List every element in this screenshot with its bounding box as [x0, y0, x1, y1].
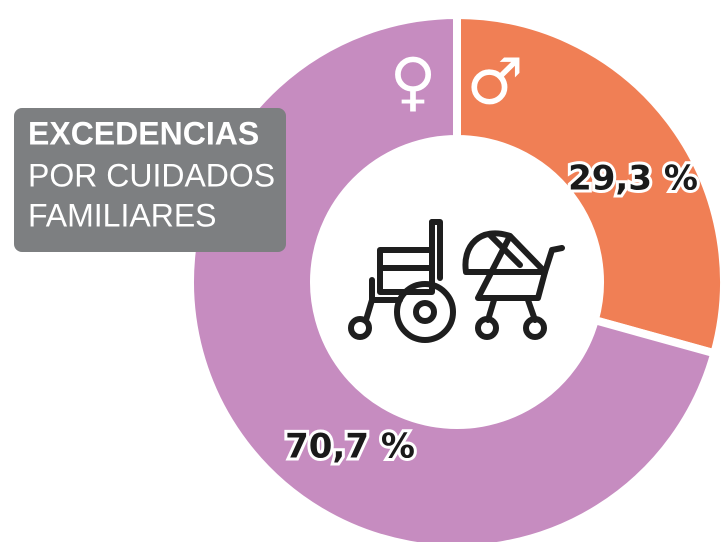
wheelchair-icon [348, 219, 456, 343]
gender-symbol: ♀ [390, 46, 437, 120]
donut-segment [453, 10, 722, 359]
subtitle-line: POR CUIDADOS [28, 157, 275, 193]
donut-segment [186, 10, 720, 542]
stroller-icon [462, 230, 565, 340]
subtitle-line: FAMILIARES [28, 197, 217, 233]
gender-symbol: ♂ [466, 46, 523, 120]
value-label: 29,3 % [568, 159, 698, 199]
donut [186, 10, 722, 542]
value-label: 70,7 % [285, 427, 415, 467]
title-box [14, 108, 286, 252]
chart-title: EXCEDENCIAS [28, 115, 259, 151]
